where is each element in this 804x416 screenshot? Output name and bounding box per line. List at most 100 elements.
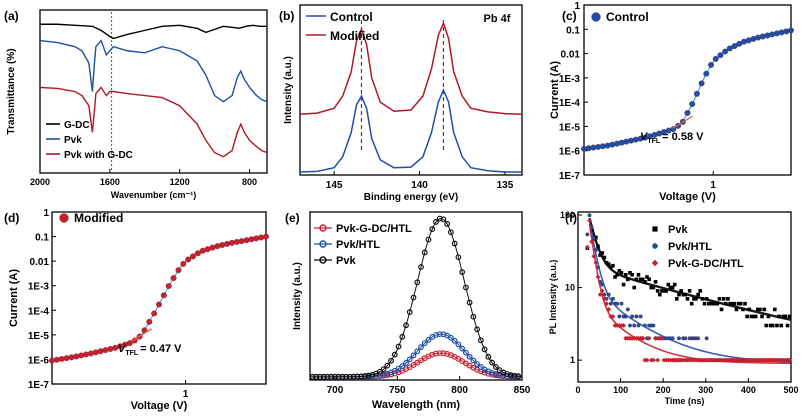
data-point <box>643 280 647 284</box>
data-point <box>726 45 733 52</box>
data-point <box>689 301 694 306</box>
legend-label: Modified <box>330 29 379 43</box>
x-tick-label: 800 <box>242 177 257 187</box>
data-point <box>474 326 481 333</box>
y-tick-label: 0.1 <box>35 233 49 244</box>
series-line <box>310 218 523 378</box>
data-point <box>414 348 421 355</box>
data-point <box>760 314 764 319</box>
data-point <box>395 343 402 350</box>
data-point <box>628 323 632 328</box>
data-point <box>711 301 715 306</box>
data-point <box>126 340 133 347</box>
data-point <box>698 289 703 293</box>
x-axis-label: Time (ns) <box>665 396 705 406</box>
series-line <box>39 86 268 158</box>
data-point <box>399 333 406 340</box>
data-point <box>755 307 760 312</box>
data-point <box>63 355 70 362</box>
data-point <box>623 272 628 277</box>
x-tick-label: 100 <box>613 385 628 395</box>
x-tick-label: 300 <box>698 385 713 395</box>
data-point <box>425 236 432 243</box>
data-point <box>726 297 730 301</box>
data-point <box>485 353 492 360</box>
legend-label: Pvk <box>668 224 688 236</box>
series-line <box>40 23 267 40</box>
data-point <box>703 70 710 77</box>
data-point <box>433 350 439 357</box>
data-point <box>636 272 641 277</box>
y-axis-label: Intensity (a.u.) <box>292 262 303 330</box>
data-point <box>773 307 777 312</box>
data-point <box>87 350 94 357</box>
data-point <box>78 352 85 359</box>
data-point <box>507 372 514 378</box>
data-point <box>425 336 432 343</box>
panel-a: (a) Transmittance (%) Wavenumber (cm⁻¹) 200… <box>4 9 268 200</box>
data-point <box>684 109 691 116</box>
series-line <box>299 88 522 173</box>
data-point <box>180 260 187 267</box>
data-point <box>335 373 342 380</box>
data-point <box>687 289 692 293</box>
data-point <box>466 299 473 306</box>
data-point <box>646 335 652 341</box>
data-point <box>702 301 707 306</box>
data-point <box>764 323 769 328</box>
data-point <box>651 323 656 328</box>
x-axis-label: Voltage (V) <box>659 191 716 203</box>
data-point <box>73 353 80 360</box>
data-point <box>736 301 741 306</box>
data-point <box>436 215 443 222</box>
data-point <box>190 253 196 260</box>
panel-e: (e) Intensity (a.u.) Wavelength (nm) 700 750… <box>285 211 531 411</box>
data-point <box>399 363 406 369</box>
data-point <box>660 289 664 293</box>
data-point <box>685 297 690 301</box>
y-tick-label: 1E-6 <box>559 147 581 158</box>
data-point <box>418 264 424 270</box>
data-point <box>492 364 499 370</box>
data-point <box>459 269 466 275</box>
data-point <box>715 301 720 306</box>
data-point <box>730 301 735 306</box>
y-tick-label: 0.1 <box>566 25 580 36</box>
data-point <box>626 277 630 282</box>
legend-marker <box>651 259 659 267</box>
legend-label: Pvk/HTL <box>668 241 712 253</box>
data-point <box>489 359 495 366</box>
x-axis-label: Voltage (V) <box>131 400 188 412</box>
data-point <box>602 255 607 260</box>
chart-title: Pb 4f <box>484 13 511 25</box>
data-point <box>679 289 683 293</box>
fit-line <box>51 236 267 362</box>
data-point <box>361 373 368 379</box>
x-tick-label: 850 <box>514 385 531 396</box>
data-point <box>263 233 269 240</box>
data-point <box>662 289 666 293</box>
data-point <box>146 318 153 325</box>
x-tick-label: 1 <box>183 389 189 400</box>
x-tick-label: 0 <box>575 385 580 395</box>
data-point <box>712 55 719 62</box>
y-axis-label: Current (A) <box>8 269 20 327</box>
data-point <box>668 285 673 290</box>
data-point <box>429 226 436 232</box>
data-point <box>749 314 754 319</box>
data-point <box>421 340 428 347</box>
data-point <box>97 348 104 355</box>
data-point <box>238 238 245 244</box>
data-point <box>625 307 630 312</box>
data-point <box>692 297 696 301</box>
data-point <box>444 221 451 227</box>
legend-marker <box>591 12 601 22</box>
x-tick-label: 140 <box>411 180 428 191</box>
data-point <box>608 301 613 306</box>
panel-label: (e) <box>285 211 300 225</box>
y-tick-label: 1E-3 <box>28 282 50 293</box>
legend-marker <box>59 213 69 223</box>
fit-line <box>588 223 791 365</box>
data-point <box>332 373 338 380</box>
x-tick-label: 1200 <box>170 177 190 187</box>
